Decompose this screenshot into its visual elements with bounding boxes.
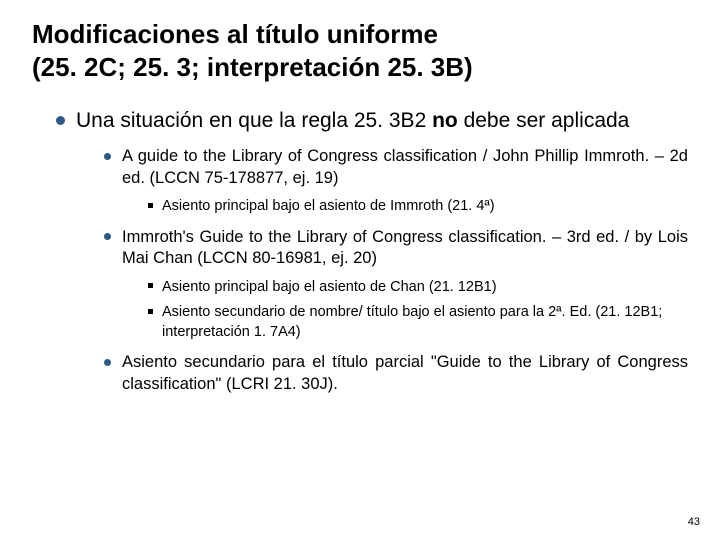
lvl1-text-post: debe ser aplicada [458, 109, 630, 132]
lvl3-b2-text: Asiento secundario de nombre/ título baj… [162, 304, 662, 340]
bullet-list-level-1: Una situación en que la regla 25. 3B2 no… [32, 107, 688, 395]
title-line-1: Modificaciones al título uniforme [32, 19, 438, 49]
bullet-list-level-3: Asiento principal bajo el asiento de Imm… [122, 197, 688, 217]
list-item: Asiento secundario de nombre/ título baj… [148, 303, 688, 342]
title-line-2: (25. 2C; 25. 3; interpretación 25. 3B) [32, 52, 473, 82]
list-item: Asiento principal bajo el asiento de Imm… [148, 197, 688, 217]
list-item: Asiento principal bajo el asiento de Cha… [148, 278, 688, 298]
list-item: Una situación en que la regla 25. 3B2 no… [56, 107, 688, 395]
lvl2-b-text: Immroth's Guide to the Library of Congre… [122, 228, 688, 267]
lvl1-text-bold: no [432, 109, 458, 132]
slide-container: Modificaciones al título uniforme (25. 2… [0, 0, 720, 540]
lvl1-text-pre: Una situación en que la regla 25. 3B2 [76, 109, 432, 132]
lvl2-a-text: A guide to the Library of Congress class… [122, 147, 688, 186]
lvl3-a1-text: Asiento principal bajo el asiento de Imm… [162, 198, 495, 214]
page-number: 43 [688, 516, 700, 528]
list-item: Immroth's Guide to the Library of Congre… [104, 227, 688, 343]
bullet-list-level-2: A guide to the Library of Congress class… [76, 146, 688, 395]
bullet-list-level-3: Asiento principal bajo el asiento de Cha… [122, 278, 688, 343]
slide-title: Modificaciones al título uniforme (25. 2… [32, 18, 688, 83]
list-item: A guide to the Library of Congress class… [104, 146, 688, 216]
list-item: Asiento secundario para el título parcia… [104, 352, 688, 395]
lvl2-c-text: Asiento secundario para el título parcia… [122, 353, 688, 392]
lvl3-b1-text: Asiento principal bajo el asiento de Cha… [162, 279, 497, 295]
